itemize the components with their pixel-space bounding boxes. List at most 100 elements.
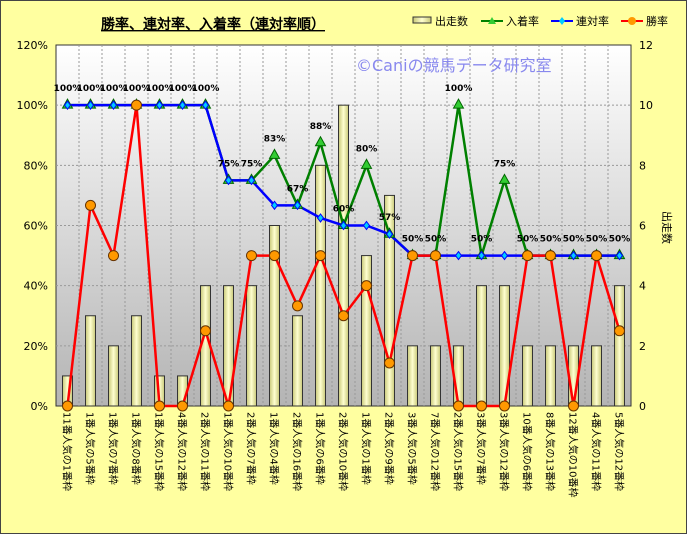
rentai-rate-marker xyxy=(500,250,509,261)
legend-label: 連対率 xyxy=(576,14,609,28)
win-rate-marker xyxy=(177,400,188,412)
x-tick-label: 4番人気の11番枠 xyxy=(590,412,603,491)
data-label: 57% xyxy=(379,213,401,223)
left-tick-label: 120% xyxy=(17,39,48,52)
win-rate-marker xyxy=(384,357,395,369)
win-rate-marker xyxy=(591,250,602,262)
left-tick-label: 80% xyxy=(24,159,48,172)
bar-starts xyxy=(108,345,119,407)
x-tick-label: 11番人気の1番枠 xyxy=(61,412,74,491)
data-label: 100% xyxy=(100,84,128,94)
x-tick-label: 1番人気の5番枠 xyxy=(84,412,97,485)
left-tick-label: 0% xyxy=(31,400,48,413)
data-label: 80% xyxy=(356,144,378,154)
bar-starts xyxy=(545,345,556,407)
x-tick-label: 1番人気の10番枠 xyxy=(222,412,235,491)
right-tick-label: 12 xyxy=(639,39,653,52)
win-rate-marker xyxy=(246,250,257,262)
bar-starts xyxy=(85,315,96,407)
rentai-rate-marker xyxy=(477,250,486,261)
right-tick-label: 6 xyxy=(639,220,646,233)
x-tick-label: 1番人気の6番枠 xyxy=(314,412,327,485)
legend-place-marker xyxy=(488,17,496,24)
bar-starts xyxy=(361,255,372,407)
chart-title: 勝率、連対率、入着率（連対率順） xyxy=(101,16,325,33)
data-label: 60% xyxy=(333,205,355,215)
data-label: 50% xyxy=(540,235,562,245)
bar-starts xyxy=(292,315,303,407)
win-rate-marker xyxy=(108,250,119,262)
x-tick-label: 12番人気の10番枠 xyxy=(567,412,580,497)
win-rate-marker xyxy=(453,400,464,412)
data-label: 88% xyxy=(310,122,332,132)
data-label: 83% xyxy=(264,134,286,144)
rentai-rate-marker xyxy=(316,213,325,223)
rentai-rate-marker xyxy=(63,100,72,110)
win-rate-marker xyxy=(361,280,372,292)
place-rate-marker xyxy=(268,148,281,159)
x-tick-label: 8番人気の13番枠 xyxy=(544,412,557,491)
right-axis-label: 出走数 xyxy=(660,211,674,244)
rentai-rate-marker xyxy=(385,229,394,240)
x-tick-label: 1番人気の7番枠 xyxy=(107,412,120,485)
watermark: ©Caniの競馬データ研究室 xyxy=(356,56,552,75)
bar-starts xyxy=(246,285,257,407)
win-rate-marker xyxy=(407,250,418,262)
win-rate-marker xyxy=(131,99,142,111)
win-rate-marker xyxy=(499,400,510,412)
bar-starts xyxy=(269,225,280,407)
data-label: 67% xyxy=(287,184,309,194)
x-tick-label: 3番人気の12番枠 xyxy=(498,412,511,491)
left-tick-label: 100% xyxy=(17,99,48,112)
win-rate-marker xyxy=(315,250,326,262)
bar-starts xyxy=(384,194,395,407)
data-label: 50% xyxy=(471,235,493,245)
bar-starts xyxy=(476,285,487,407)
x-tick-label: 2番人気の16番枠 xyxy=(291,412,304,491)
win-rate-marker xyxy=(154,400,165,412)
win-rate-marker xyxy=(200,325,211,337)
data-label: 50% xyxy=(402,235,424,245)
place-rate-marker xyxy=(498,173,511,184)
win-rate-marker xyxy=(614,325,625,337)
bar-starts xyxy=(591,345,602,407)
x-tick-label: 1番人気の8番枠 xyxy=(130,412,143,485)
legend-label: 入着率 xyxy=(506,14,539,28)
win-rate-marker xyxy=(545,250,556,262)
place-rate-marker xyxy=(314,135,327,147)
right-tick-label: 0 xyxy=(639,400,646,413)
bar-starts xyxy=(430,345,441,407)
legend-bar-swatch xyxy=(412,16,432,24)
win-rate-marker xyxy=(292,300,303,312)
right-tick-label: 8 xyxy=(639,159,646,172)
x-tick-label: 1番人気の4番枠 xyxy=(268,412,281,485)
legend-label: 勝率 xyxy=(646,14,668,28)
right-tick-label: 4 xyxy=(639,280,646,293)
rentai-rate-marker xyxy=(86,100,95,110)
win-rate-marker xyxy=(522,250,533,262)
place-rate-marker xyxy=(452,98,465,109)
left-tick-label: 20% xyxy=(24,340,48,353)
legend-win-marker xyxy=(628,17,636,25)
x-tick-label: 3番人気の5番枠 xyxy=(406,412,419,485)
x-tick-label: 2番人気の10番枠 xyxy=(337,412,350,491)
data-label: 50% xyxy=(563,235,585,245)
bar-starts xyxy=(407,345,418,407)
x-tick-label: 1番人気の15番枠 xyxy=(153,412,166,491)
rentai-rate-marker xyxy=(454,250,463,261)
data-label: 100% xyxy=(445,84,473,94)
left-tick-label: 60% xyxy=(24,220,48,233)
win-rate-marker xyxy=(62,400,73,412)
x-tick-label: 2番人気の7番枠 xyxy=(245,412,258,485)
x-tick-label: 4番人気の12番枠 xyxy=(176,412,189,491)
data-label: 100% xyxy=(77,84,105,94)
data-label: 50% xyxy=(425,235,447,245)
win-rate-marker xyxy=(476,400,487,412)
place-rate-marker xyxy=(360,158,373,169)
x-tick-label: 2番人気の15番枠 xyxy=(452,412,465,491)
win-rate-marker xyxy=(568,400,579,412)
x-tick-label: 10番人気の6番枠 xyxy=(521,412,534,491)
legend-label: 出走数 xyxy=(435,14,468,28)
